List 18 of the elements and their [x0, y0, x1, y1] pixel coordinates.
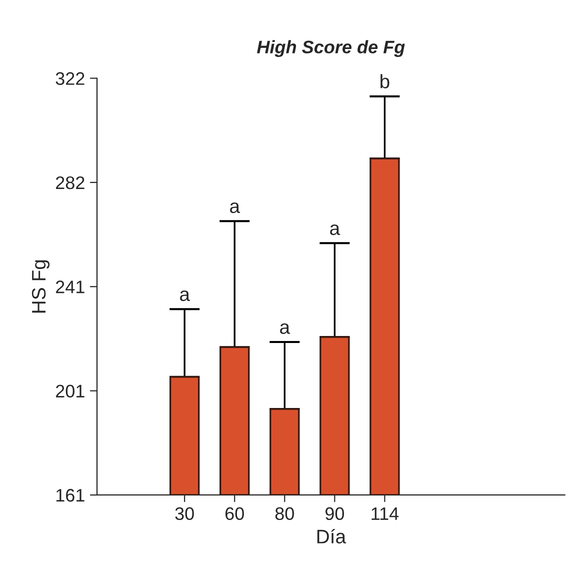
annotation: a [230, 202, 240, 214]
x-tick-label: 80 [275, 507, 294, 520]
y-tick-label: 161 [56, 488, 84, 502]
chart-title: High Score de Fg [256, 40, 405, 57]
x-tick-label: 60 [225, 507, 244, 520]
x-tick-label: 30 [175, 507, 194, 520]
annotation: a [330, 224, 340, 236]
y-tick-label: 282 [56, 176, 84, 190]
y-tick-label: 241 [56, 280, 84, 294]
y-axis-title: HS Fg [32, 260, 50, 313]
x-axis-title: Día [317, 528, 346, 544]
y-tick-label: 201 [56, 384, 84, 398]
annotation: b [380, 74, 390, 88]
y-tick-label: 322 [56, 72, 84, 85]
annotation: a [280, 323, 290, 334]
x-tick-label: 90 [325, 507, 344, 520]
x-tick-label: 114 [372, 507, 399, 520]
annotation: a [180, 290, 190, 302]
